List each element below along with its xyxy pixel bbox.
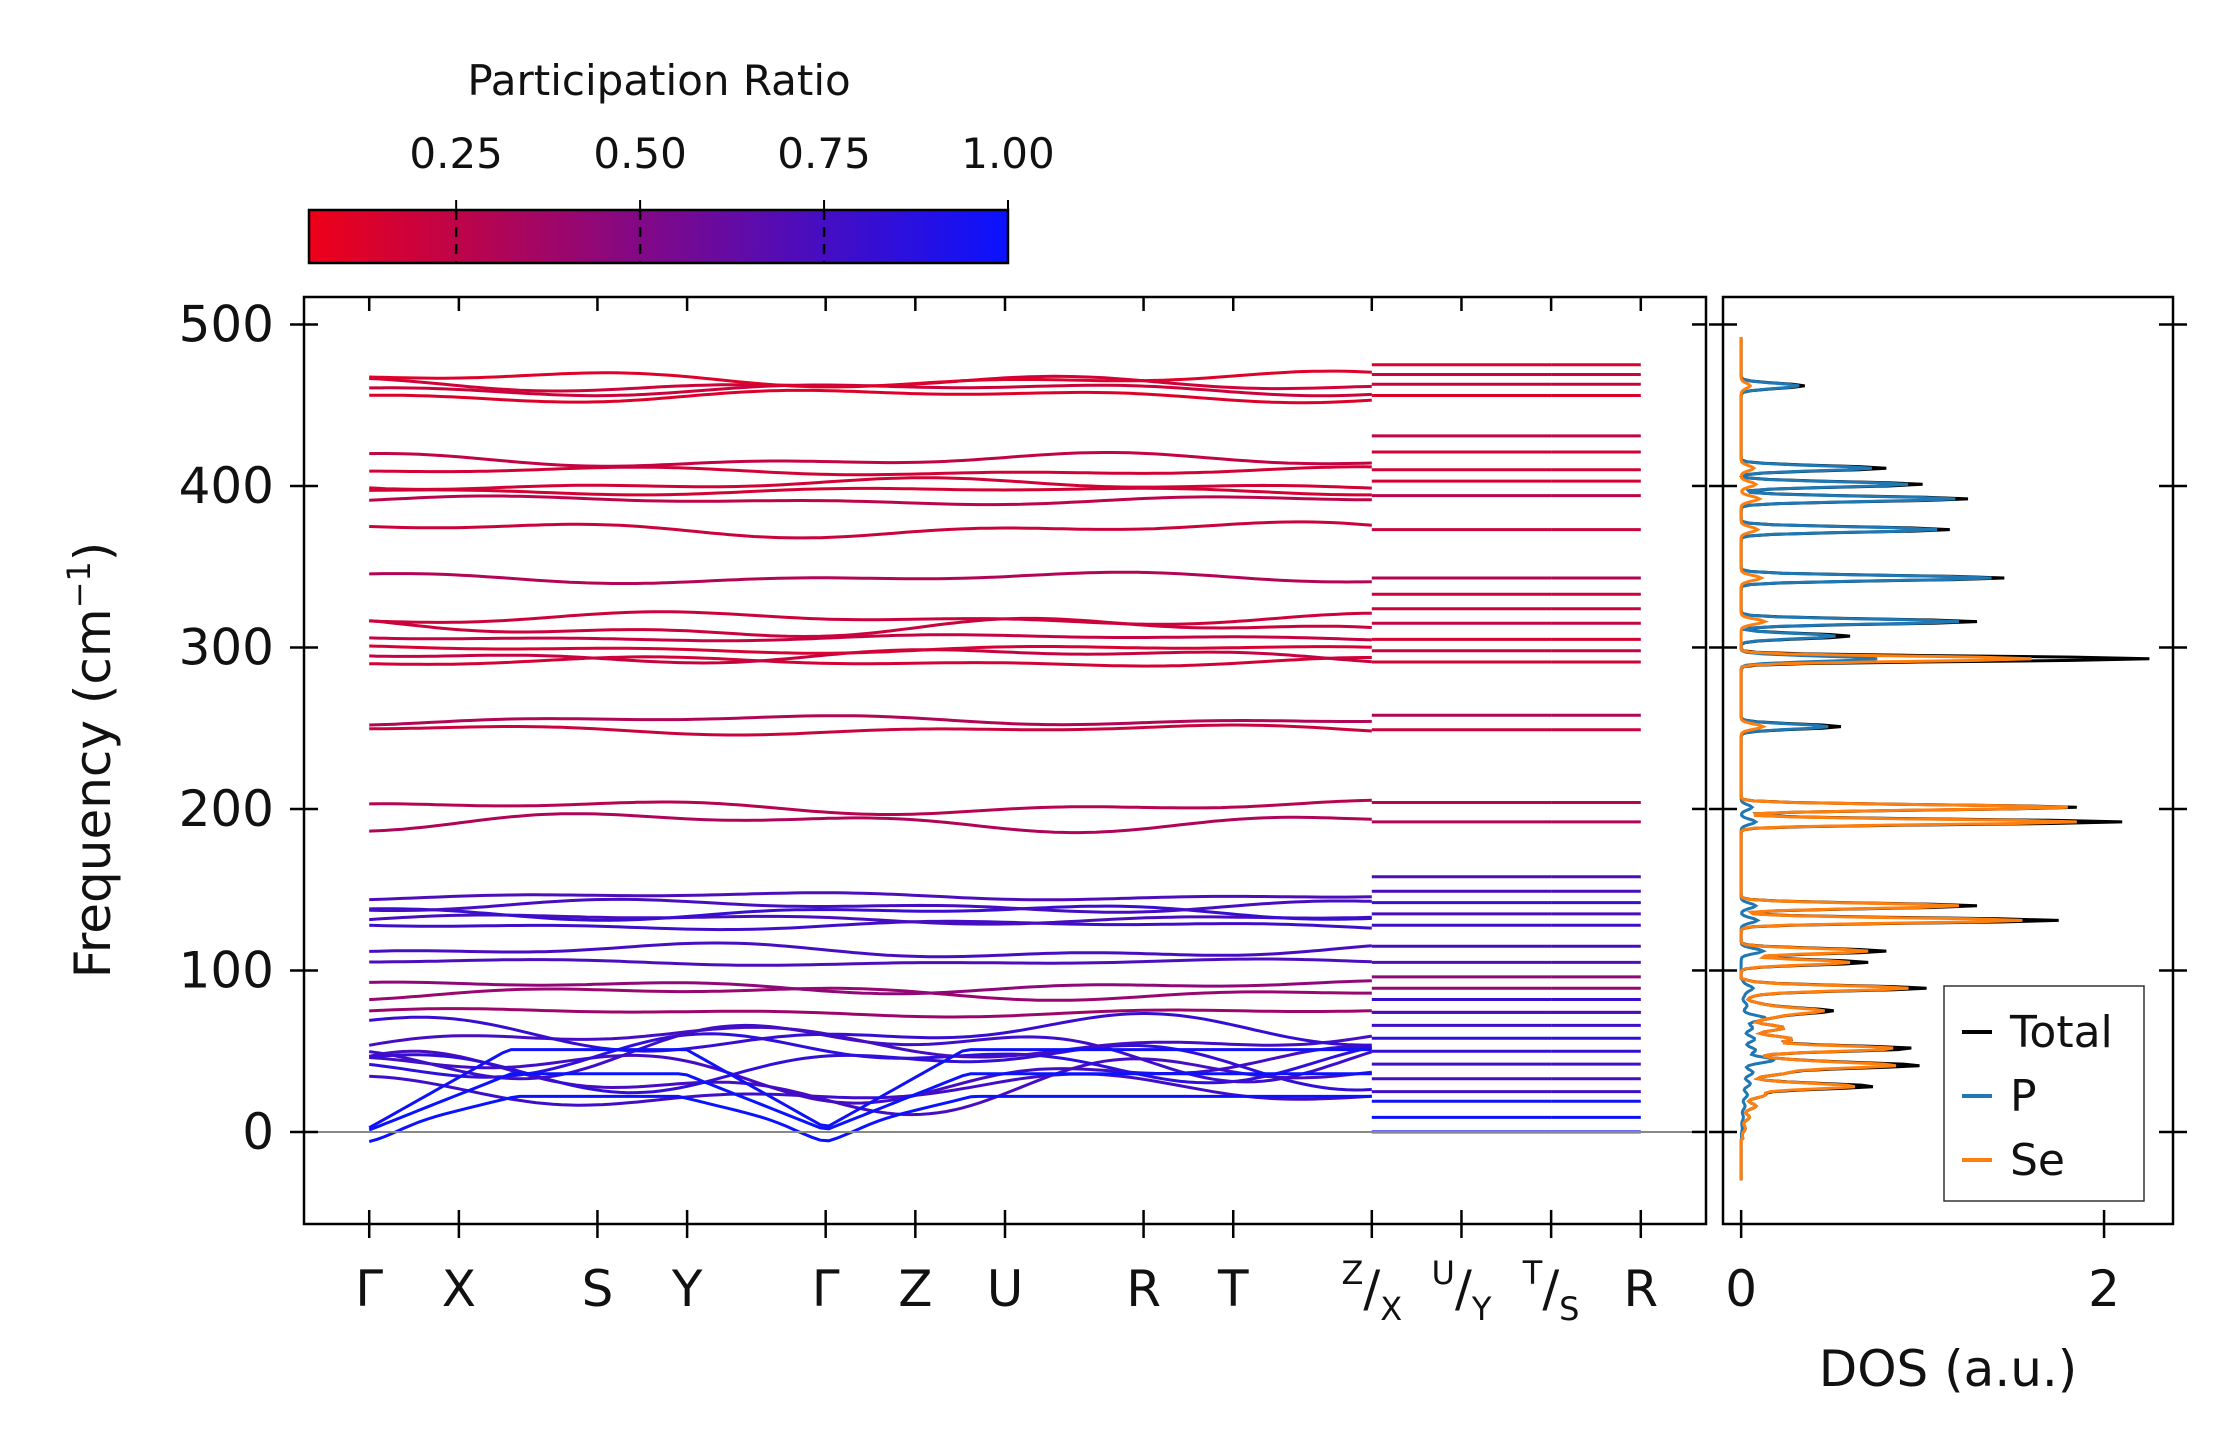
band-line (369, 476, 1372, 491)
k-point-label: Y (671, 1260, 703, 1318)
legend-label: P (2010, 1071, 2037, 1122)
colorbar-gradient (307, 208, 1010, 265)
band-line (369, 369, 1372, 389)
colorbar-tick-label: 1.00 (961, 129, 1055, 178)
band-line (369, 1011, 1372, 1053)
band-line (369, 610, 1372, 626)
y-tick-label: 100 (179, 941, 274, 999)
band-line (369, 616, 1372, 639)
band-line (369, 494, 1372, 507)
colorbar-tick-label: 0.25 (409, 129, 503, 178)
dos-x-tick-label: 0 (1725, 1260, 1757, 1318)
k-point-label: U (987, 1260, 1024, 1318)
k-point-label: R (1623, 1260, 1658, 1318)
colorbar-ticks: 0.25 0.50 0.75 1.00 (409, 129, 1055, 263)
legend-label: Total (2009, 1007, 2113, 1058)
band-line (369, 655, 1372, 668)
k-point-label: Γ (812, 1260, 840, 1318)
k-point-label: Z (898, 1260, 932, 1318)
colorbar-title: Participation Ratio (467, 56, 850, 105)
band-line (368, 1048, 1372, 1130)
band-line (369, 388, 1372, 405)
k-point-label: R (1126, 1260, 1161, 1318)
band-line (369, 486, 1372, 497)
band-line (369, 1072, 1372, 1107)
band-line (369, 723, 1372, 737)
band-line (369, 904, 1372, 922)
band-line (369, 986, 1372, 1002)
band-line (368, 1072, 1372, 1132)
band-line (369, 913, 1372, 926)
main-plot-frame (302, 295, 1708, 1226)
band-line (369, 714, 1372, 727)
band-line (368, 1025, 1373, 1059)
band-line (369, 798, 1372, 816)
y-tick-label: 400 (179, 457, 274, 515)
legend-entries: Total P Se (1962, 1007, 2113, 1186)
legend: Total P Se (1943, 985, 2145, 1202)
y-tick-label: 0 (242, 1103, 274, 1161)
band-lines (368, 363, 1641, 1144)
k-point-label: X (442, 1260, 476, 1318)
y-tick-label: 500 (179, 295, 274, 353)
dos-x-axis-label: DOS (a.u.) (1819, 1340, 2078, 1398)
dos-lines (1738, 337, 2150, 1181)
band-line (369, 644, 1372, 655)
band-line (369, 570, 1372, 585)
dos-x-tick-label: 2 (2088, 1260, 2120, 1318)
dos-plot-frame (1721, 295, 2175, 1226)
band-line (369, 1007, 1372, 1019)
y-tick-label: 300 (179, 618, 274, 676)
colorbar-tick-label: 0.75 (777, 129, 871, 178)
band-line (369, 979, 1372, 996)
band-line (369, 897, 1372, 914)
k-point-label: Γ (355, 1260, 383, 1318)
colorbar: Participation Ratio 0.25 0.50 0.75 1.00 (307, 56, 1055, 265)
band-line (369, 451, 1372, 468)
band-line (368, 1094, 1372, 1144)
dos-series-se (1739, 337, 2077, 1181)
k-point-label: Z/X (1341, 1254, 1402, 1328)
band-line (369, 891, 1372, 902)
k-point-label: T/S (1522, 1254, 1580, 1328)
legend-label: Se (2010, 1135, 2065, 1186)
band-line (369, 465, 1372, 477)
dos-panel: 0 2 DOS (a.u.) Total P Se (1709, 295, 2187, 1398)
band-line (369, 957, 1372, 967)
band-line (369, 941, 1372, 959)
band-line (369, 633, 1372, 643)
colorbar-tick-label: 0.50 (593, 129, 687, 178)
band-line (369, 812, 1372, 835)
y-axis-label: Frequency (cm−1) (60, 542, 122, 979)
k-point-label: T (1217, 1260, 1249, 1318)
band-line (369, 374, 1372, 393)
legend-frame (1943, 985, 2145, 1202)
k-point-label: U/Y (1432, 1254, 1492, 1328)
k-point-label: S (582, 1260, 614, 1318)
band-line (369, 919, 1372, 932)
y-tick-label: 200 (179, 780, 274, 838)
band-line (369, 520, 1372, 540)
